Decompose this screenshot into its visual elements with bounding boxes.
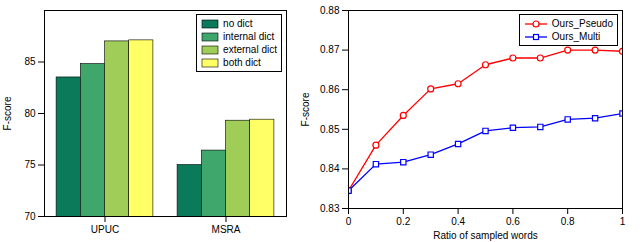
svg-text:0.88: 0.88	[320, 5, 340, 16]
html-text:internal dict: internal dict	[223, 31, 275, 42]
svg-text:MSRA: MSRA	[212, 224, 241, 235]
svg-text:F-score: F-score	[2, 96, 13, 130]
svg-text:0.85: 0.85	[320, 124, 340, 135]
svg-text:0.83: 0.83	[320, 203, 340, 214]
html-text:external dict: external dict	[223, 44, 277, 55]
svg-text:0.2: 0.2	[396, 216, 410, 227]
svg-text:0.86: 0.86	[320, 84, 340, 95]
svg-text:70: 70	[24, 211, 36, 222]
html-text:no dict: no dict	[223, 18, 253, 29]
svg-text:0.4: 0.4	[451, 216, 465, 227]
svg-text:75: 75	[24, 159, 36, 170]
svg-text:0.84: 0.84	[320, 163, 340, 174]
svg-text:0: 0	[346, 216, 352, 227]
svg-text:0.8: 0.8	[561, 216, 575, 227]
svg-text:F-score: F-score	[300, 92, 311, 126]
html-text:Ours_Pseudo: Ours_Pseudo	[551, 18, 613, 29]
svg-text:Ratio of sampled words: Ratio of sampled words	[433, 230, 538, 241]
html-text:Ours_Multi: Ours_Multi	[551, 31, 601, 42]
svg-text:80: 80	[24, 108, 36, 119]
svg-text:0.87: 0.87	[320, 44, 340, 55]
html-text:both dict: both dict	[223, 57, 261, 68]
svg-text:1: 1	[620, 216, 626, 227]
svg-text:0.6: 0.6	[506, 216, 520, 227]
svg-text:85: 85	[24, 56, 36, 67]
svg-text:UPUC: UPUC	[91, 224, 119, 235]
